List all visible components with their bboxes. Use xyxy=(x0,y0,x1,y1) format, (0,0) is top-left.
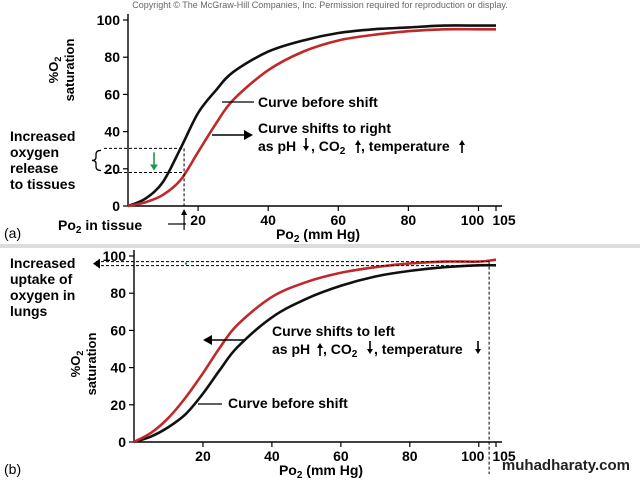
y-tick-label: 60 xyxy=(104,86,120,102)
shift-line1-label: Curve shifts to right xyxy=(258,120,391,136)
y-tick-label: 20 xyxy=(104,161,120,177)
svg-text:%O2: %O2 xyxy=(46,57,63,84)
left-note-line: oxygen xyxy=(10,144,59,160)
uptake-arrow-head xyxy=(93,259,100,269)
shift-line2-temp: , temperature xyxy=(361,138,450,154)
y-axis-title-a: %O2 saturation xyxy=(46,39,77,102)
left-note-line: release xyxy=(10,160,58,176)
x-tick-label: 40 xyxy=(260,212,276,228)
x-tick-label: 20 xyxy=(195,448,211,464)
svg-text:saturation: saturation xyxy=(62,39,77,102)
shift-line2-temp: , temperature xyxy=(374,341,463,357)
x-tick-label: 40 xyxy=(264,448,280,464)
temp-down-arrow-head xyxy=(475,349,481,354)
shift-line1-label: Curve shifts to left xyxy=(272,323,395,339)
y-tick-label: 0 xyxy=(118,434,126,450)
tissue-label-rest: in tissue xyxy=(81,217,142,233)
y-tick-label: 20 xyxy=(110,397,126,413)
shift-line2-label: as pH xyxy=(258,138,296,154)
y-tick-label: 60 xyxy=(110,322,126,338)
release-arrow-head xyxy=(150,165,158,171)
x-axis-title-rest: (mm Hg) xyxy=(302,462,363,478)
panel-label-b: (b) xyxy=(4,461,21,477)
y-axis-title-b-line1: %O2 xyxy=(68,351,85,378)
x-axis-title: Po2 (mm Hg) xyxy=(279,462,363,480)
y-tick-label: 80 xyxy=(104,49,120,65)
y-tick-label: 80 xyxy=(110,285,126,301)
shift-line2-co2-sub: 2 xyxy=(340,146,346,157)
ph-down-arrow-head xyxy=(303,146,309,151)
uptake-mark xyxy=(185,262,187,264)
left-note-line: Increased xyxy=(10,128,75,144)
x-tick-label: 100 xyxy=(461,212,485,228)
x-tick-label: 20 xyxy=(190,212,206,228)
shift-line2-label: as pH xyxy=(272,341,310,357)
y-tick-label: 40 xyxy=(110,360,126,376)
y-tick-label: 0 xyxy=(112,198,120,214)
shift-line2-co2-sub: 2 xyxy=(352,349,358,360)
left-note-line: lungs xyxy=(10,303,48,319)
left-note-line: uptake of xyxy=(10,271,73,287)
before-shift-label: Curve before shift xyxy=(258,94,378,110)
left-note-line: oxygen in xyxy=(10,287,75,303)
y-axis-title-b-line2: saturation xyxy=(84,333,99,396)
y-tick-label: 100 xyxy=(97,12,121,28)
x-axis-title-rest: (mm Hg) xyxy=(299,226,360,242)
panel-label-a: (a) xyxy=(4,225,21,241)
shift-arrow-head xyxy=(203,335,212,345)
shift-arrow-head xyxy=(244,130,253,140)
x-tick-label: 80 xyxy=(402,448,418,464)
temp-up-arrow-head xyxy=(459,140,465,145)
watermark: muhadharaty.com xyxy=(502,457,630,474)
tissue-pointer-head xyxy=(181,209,187,215)
x-tick-label: 100 xyxy=(461,448,485,464)
y-tick-label: 40 xyxy=(104,124,120,140)
series-line-before-shift xyxy=(128,25,496,206)
left-note-line: to tissues xyxy=(10,176,76,192)
before-shift-label: Curve before shift xyxy=(228,395,348,411)
tissue-label: Po2 in tissue xyxy=(58,217,142,236)
x-axis-title: Po2 (mm Hg) xyxy=(276,226,360,244)
shift-line2-co2: , CO2 xyxy=(323,341,358,360)
shift-line2-co2: , CO2 xyxy=(311,138,346,157)
co2-down-arrow-head xyxy=(367,349,373,354)
left-note-line: Increased xyxy=(10,255,75,271)
x-tick-label: 80 xyxy=(401,212,417,228)
release-brace xyxy=(92,150,101,170)
series-line-after-shift xyxy=(128,29,496,206)
x-tick-label: 105 xyxy=(492,212,516,228)
